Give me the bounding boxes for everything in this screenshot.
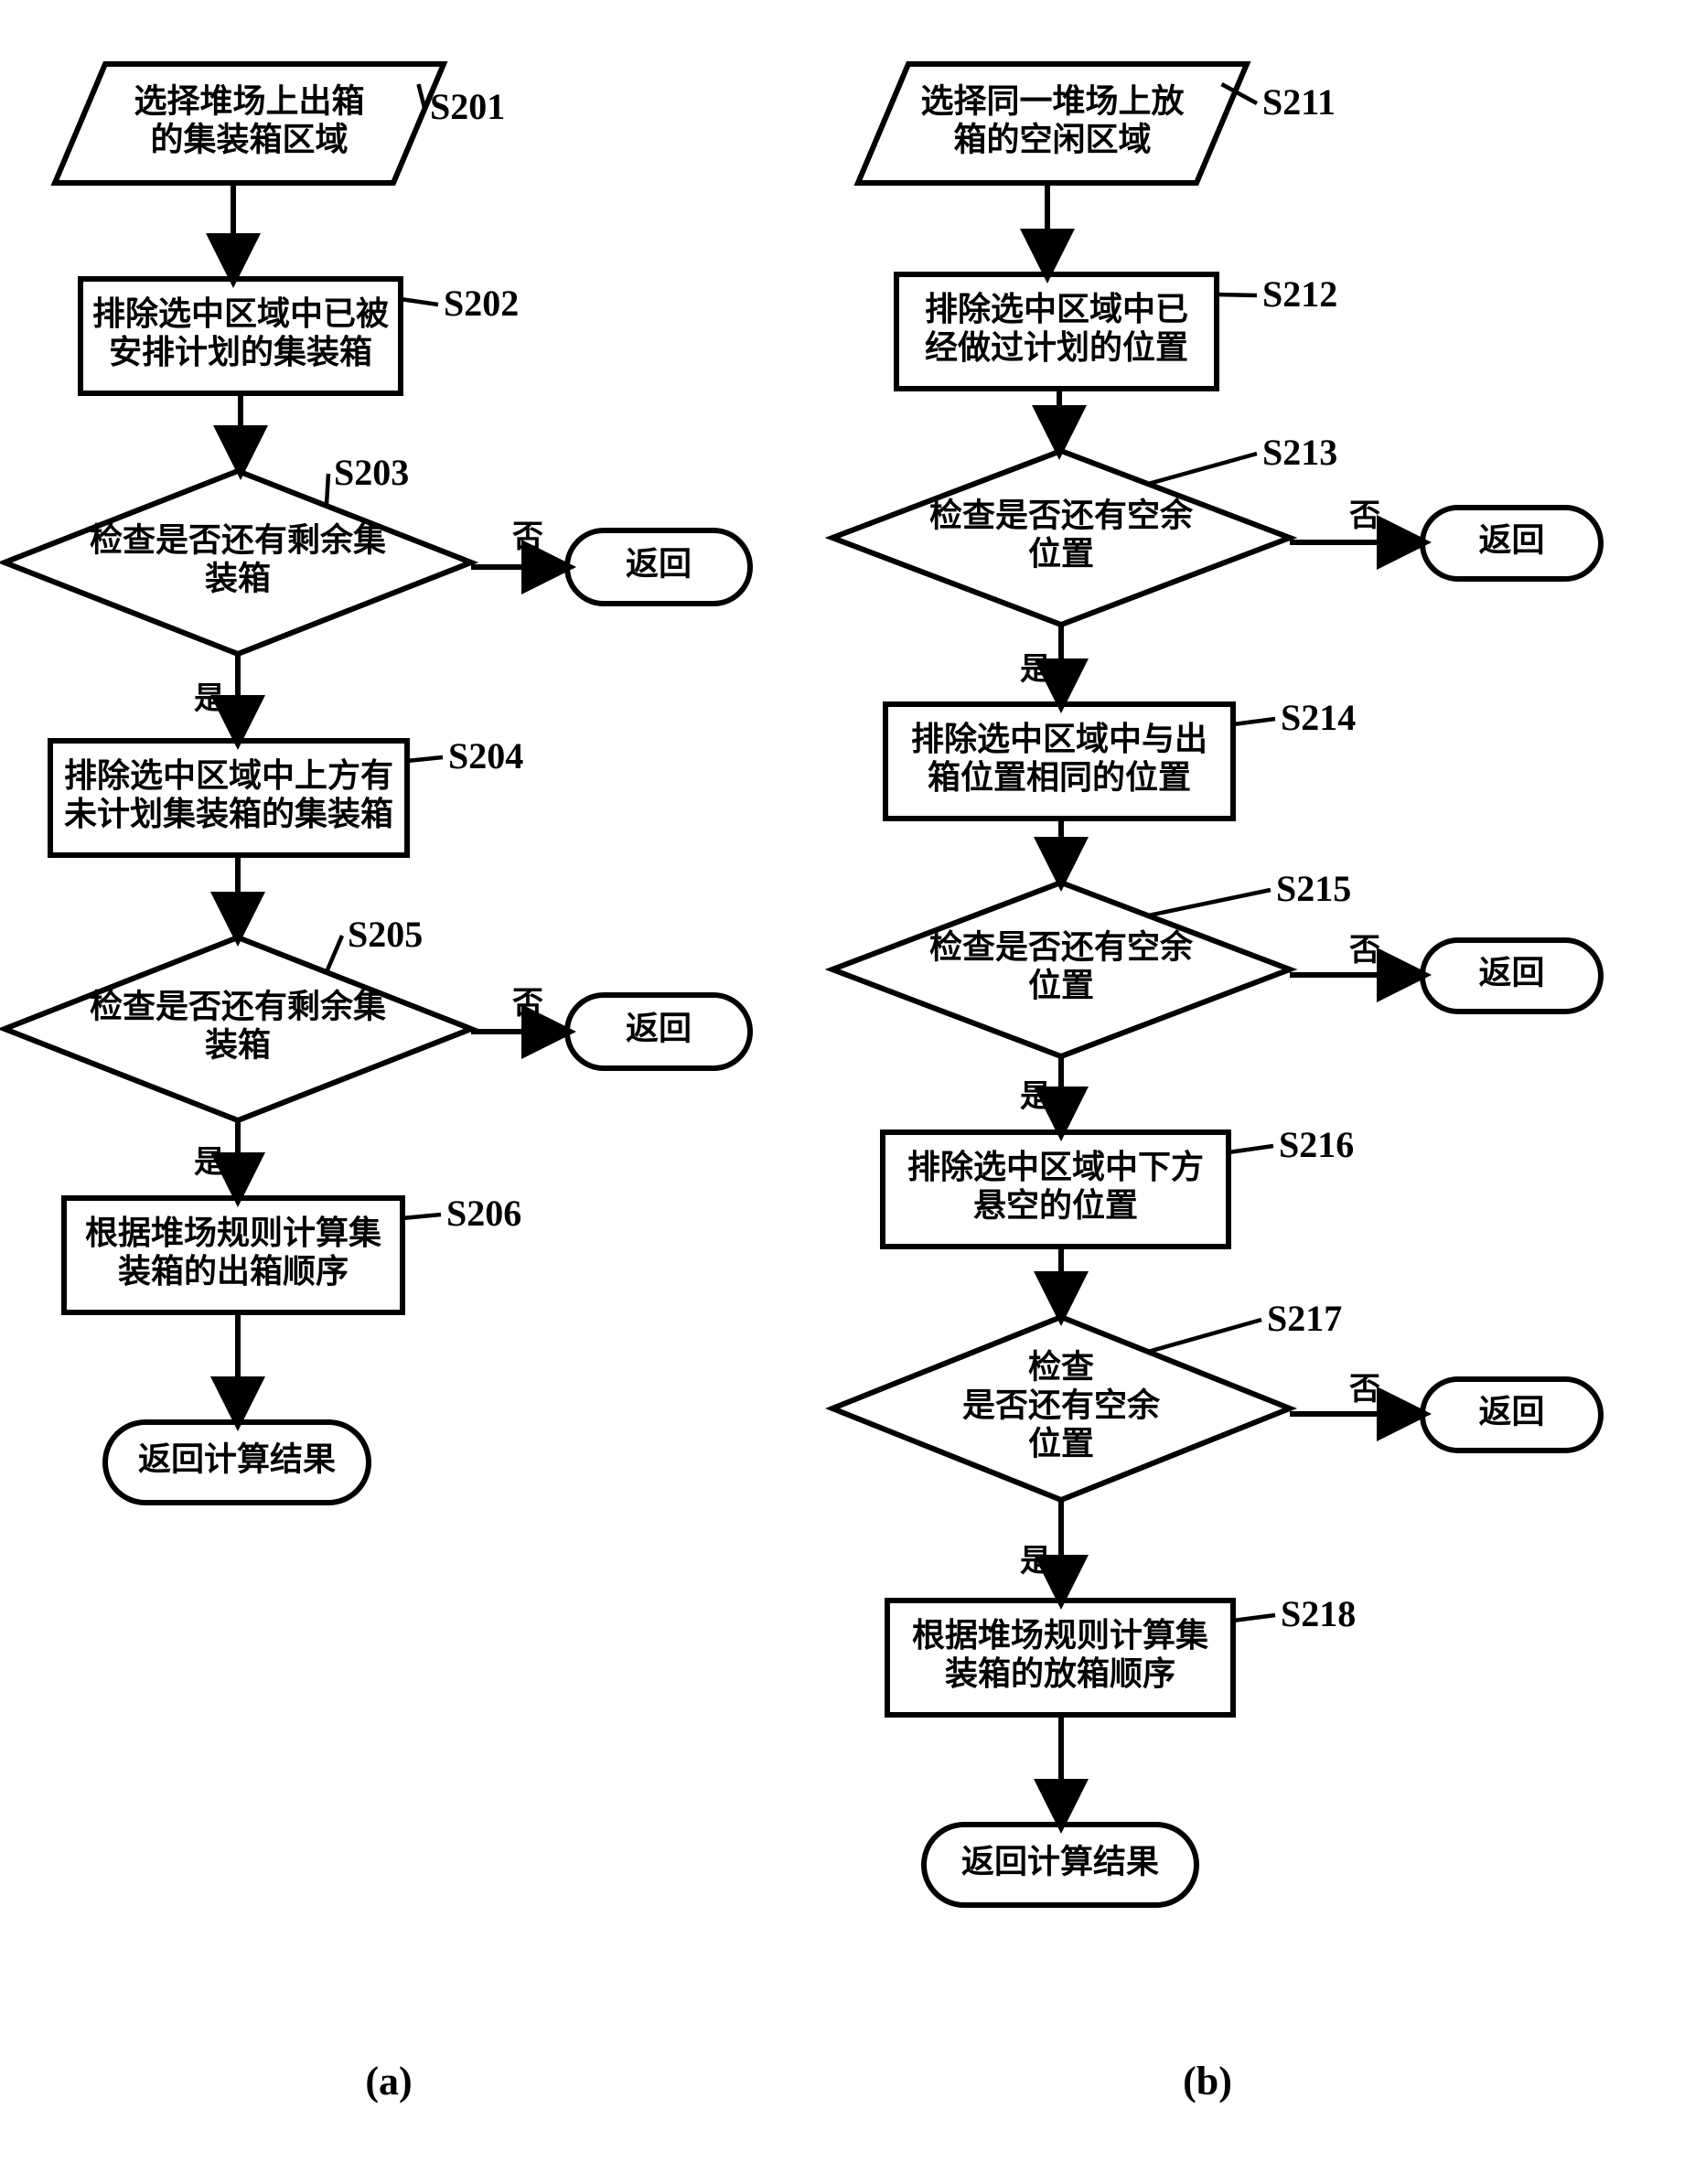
- svg-text:S202: S202: [444, 283, 519, 324]
- svg-text:返回计算结果: 返回计算结果: [961, 1843, 1159, 1879]
- svg-text:S212: S212: [1262, 273, 1337, 315]
- svg-text:返回: 返回: [1478, 954, 1544, 990]
- svg-text:否: 否: [1349, 934, 1380, 968]
- svg-text:根据堆场规则计算集: 根据堆场规则计算集: [912, 1617, 1208, 1654]
- svg-text:位置: 位置: [1028, 1425, 1094, 1461]
- svg-text:检查是否还有空余: 检查是否还有空余: [929, 496, 1194, 533]
- svg-text:S215: S215: [1276, 868, 1351, 909]
- svg-text:经做过计划的位置: 经做过计划的位置: [925, 329, 1188, 366]
- svg-text:否: 否: [1349, 1373, 1380, 1407]
- svg-text:未计划集装箱的集装箱: 未计划集装箱的集装箱: [64, 796, 393, 832]
- svg-text:检查是否还有空余: 检查是否还有空余: [929, 927, 1194, 965]
- svg-text:装箱的出箱顺序: 装箱的出箱顺序: [118, 1253, 349, 1290]
- svg-text:安排计划的集装箱: 安排计划的集装箱: [109, 334, 372, 370]
- svg-text:(b): (b): [1183, 2059, 1232, 2104]
- svg-text:悬空的位置: 悬空的位置: [973, 1187, 1138, 1224]
- svg-text:选择堆场上出箱: 选择堆场上出箱: [134, 82, 364, 119]
- svg-text:根据堆场规则计算集: 根据堆场规则计算集: [85, 1215, 381, 1251]
- svg-text:S203: S203: [334, 452, 409, 493]
- svg-text:是: 是: [194, 682, 225, 716]
- svg-text:是: 是: [1020, 1545, 1051, 1579]
- svg-text:S218: S218: [1281, 1593, 1356, 1634]
- svg-text:排除选中区域中已被: 排除选中区域中已被: [92, 295, 389, 332]
- svg-text:位置: 位置: [1028, 535, 1094, 572]
- svg-text:排除选中区域中已: 排除选中区域中已: [925, 291, 1188, 327]
- svg-text:返回: 返回: [626, 545, 692, 582]
- svg-text:否: 否: [512, 987, 543, 1021]
- svg-text:排除选中区域中与出: 排除选中区域中与出: [911, 721, 1207, 757]
- svg-text:箱位置相同的位置: 箱位置相同的位置: [928, 759, 1191, 796]
- svg-text:是: 是: [1020, 653, 1051, 687]
- svg-text:返回: 返回: [1478, 521, 1544, 558]
- svg-text:S206: S206: [446, 1193, 521, 1234]
- svg-text:S201: S201: [430, 86, 505, 127]
- svg-text:否: 否: [512, 520, 543, 554]
- svg-text:S211: S211: [1262, 81, 1336, 123]
- svg-text:S217: S217: [1267, 1298, 1342, 1339]
- svg-text:排除选中区域中上方有: 排除选中区域中上方有: [64, 757, 393, 794]
- svg-text:检查是否还有剩余集: 检查是否还有剩余集: [90, 987, 386, 1024]
- svg-text:排除选中区域中下方: 排除选中区域中下方: [907, 1149, 1204, 1185]
- flowchart-page: 选择堆场上出箱的集装箱区域 S201 排除选中区域中已被安排计划的集装箱 S202 检查…: [0, 0, 1706, 2184]
- svg-text:是否还有空余: 是否还有空余: [962, 1386, 1161, 1423]
- svg-text:S213: S213: [1262, 432, 1337, 473]
- svg-text:S205: S205: [348, 914, 423, 955]
- svg-text:是: 是: [1020, 1080, 1051, 1114]
- svg-text:装箱: 装箱: [205, 560, 271, 596]
- svg-text:返回: 返回: [626, 1010, 692, 1046]
- svg-text:S216: S216: [1279, 1124, 1354, 1165]
- svg-text:装箱: 装箱: [205, 1026, 271, 1063]
- svg-text:返回: 返回: [1478, 1393, 1544, 1429]
- svg-text:的集装箱区域: 的集装箱区域: [150, 121, 348, 157]
- svg-text:位置: 位置: [1028, 967, 1094, 1003]
- svg-text:装箱的放箱顺序: 装箱的放箱顺序: [945, 1655, 1175, 1692]
- svg-text:是: 是: [194, 1146, 225, 1180]
- svg-text:(a): (a): [365, 2059, 412, 2104]
- svg-text:S214: S214: [1281, 697, 1356, 738]
- flowchart-canvas: 选择堆场上出箱的集装箱区域 S201 排除选中区域中已被安排计划的集装箱 S202 检查…: [0, 0, 1706, 2184]
- svg-text:S204: S204: [448, 735, 523, 776]
- svg-text:检查: 检查: [1028, 1348, 1094, 1385]
- svg-text:返回计算结果: 返回计算结果: [138, 1440, 336, 1477]
- svg-text:箱的空闲区域: 箱的空闲区域: [953, 121, 1151, 157]
- svg-text:选择同一堆场上放: 选择同一堆场上放: [920, 82, 1184, 119]
- svg-text:否: 否: [1349, 499, 1380, 533]
- svg-text:检查是否还有剩余集: 检查是否还有剩余集: [90, 520, 386, 558]
